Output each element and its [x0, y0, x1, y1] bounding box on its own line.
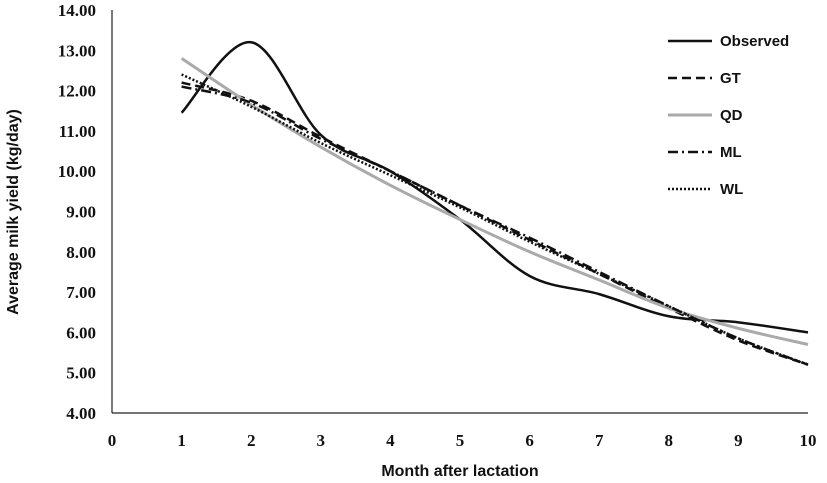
x-tick-label: 7 — [595, 431, 604, 450]
legend-label-qd: QD — [720, 107, 743, 124]
y-tick-label: 4.00 — [66, 404, 96, 423]
x-tick-label: 10 — [800, 431, 817, 450]
x-tick-label: 4 — [386, 431, 395, 450]
legend-label-observed: Observed — [720, 33, 789, 50]
legend-label-gt: GT — [720, 70, 741, 87]
series-line-observed — [180, 40, 809, 334]
x-tick-label: 8 — [665, 431, 674, 450]
x-tick-label: 0 — [108, 431, 117, 450]
legend-label-ml: ML — [720, 144, 742, 161]
legend-label-wl: WL — [720, 181, 743, 198]
y-tick-label: 9.00 — [66, 203, 96, 222]
y-axis-title: Average milk yield (kg/day) — [5, 109, 22, 315]
x-tick-label: 6 — [525, 431, 534, 450]
y-tick-label: 14.00 — [58, 1, 96, 20]
x-tick-label: 2 — [247, 431, 256, 450]
y-tick-label: 5.00 — [66, 364, 96, 383]
series-line-ml — [181, 85, 809, 366]
x-tick-label: 9 — [734, 431, 743, 450]
y-tick-label: 8.00 — [66, 243, 96, 262]
x-tick-label: 1 — [177, 431, 186, 450]
x-axis-title: Month after lactation — [381, 463, 538, 480]
y-tick-label: 13.00 — [58, 41, 96, 60]
series-line-qd — [180, 57, 809, 346]
x-tick-label: 5 — [456, 431, 465, 450]
x-tick-label: 3 — [317, 431, 326, 450]
y-tick-label: 12.00 — [58, 82, 96, 101]
y-tick-label: 11.00 — [59, 122, 96, 141]
y-tick-label: 10.00 — [58, 162, 96, 181]
y-tick-label: 7.00 — [66, 283, 96, 302]
y-tick-label: 6.00 — [66, 323, 96, 342]
